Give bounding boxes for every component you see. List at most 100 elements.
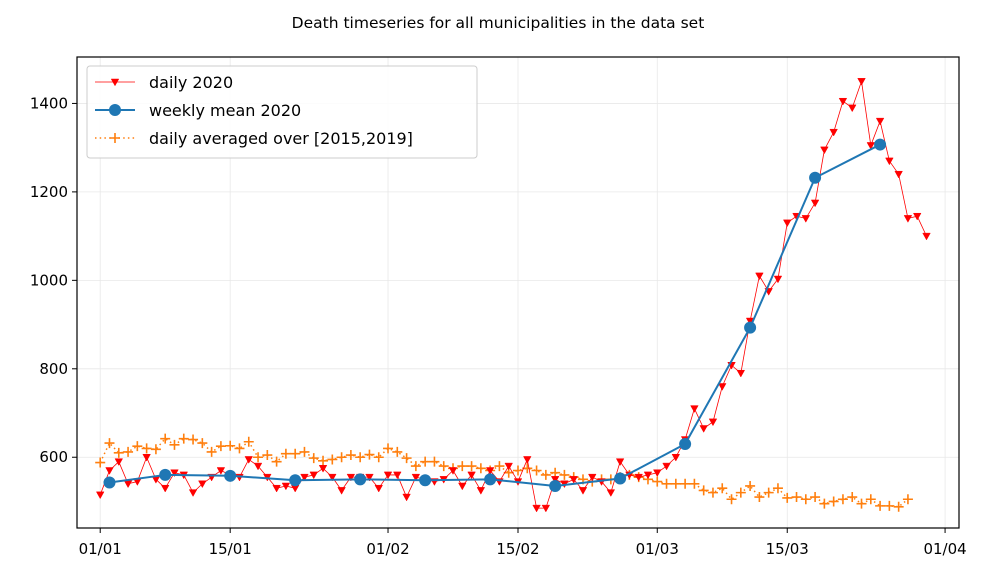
data-point bbox=[411, 473, 421, 482]
data-point bbox=[922, 232, 931, 241]
data-point bbox=[820, 146, 829, 155]
data-point bbox=[800, 494, 811, 505]
data-point bbox=[105, 467, 114, 475]
data-point bbox=[466, 461, 477, 472]
y-tick-label: 600 bbox=[39, 448, 68, 466]
data-point bbox=[494, 461, 505, 472]
data-point bbox=[549, 479, 562, 492]
data-point bbox=[318, 465, 328, 473]
data-point bbox=[271, 456, 282, 467]
data-point bbox=[652, 476, 663, 487]
data-point bbox=[169, 439, 180, 450]
data-point bbox=[606, 489, 616, 497]
data-point bbox=[885, 157, 894, 166]
data-point bbox=[281, 482, 291, 491]
data-point bbox=[504, 462, 513, 471]
data-point bbox=[902, 494, 913, 505]
data-point bbox=[828, 496, 839, 507]
y-tick-label: 1400 bbox=[30, 94, 68, 112]
data-point bbox=[614, 472, 627, 485]
data-point bbox=[736, 369, 746, 378]
data-point bbox=[224, 469, 237, 482]
data-point bbox=[132, 441, 143, 452]
data-point bbox=[110, 133, 120, 143]
data-point bbox=[670, 478, 681, 489]
data-point bbox=[178, 433, 189, 444]
data-point bbox=[438, 461, 449, 472]
data-point bbox=[838, 97, 848, 106]
data-point bbox=[253, 462, 263, 471]
series-weekly-mean-2020 bbox=[103, 138, 887, 492]
data-point bbox=[772, 483, 783, 494]
data-point bbox=[457, 461, 468, 472]
data-point bbox=[337, 487, 346, 495]
data-point bbox=[170, 469, 179, 478]
data-point bbox=[327, 454, 338, 465]
data-point bbox=[280, 448, 291, 459]
data-point bbox=[110, 78, 120, 87]
data-point bbox=[735, 487, 746, 498]
data-point bbox=[531, 465, 542, 476]
data-point bbox=[234, 443, 245, 454]
y-tick-label: 1000 bbox=[30, 271, 68, 289]
data-point bbox=[244, 456, 253, 464]
data-point bbox=[142, 453, 151, 462]
data-point bbox=[662, 462, 671, 471]
axes: 01/01 15/01 01/02 15/02 01/03 15/03 01/04 600 80… bbox=[30, 94, 967, 558]
x-tick-label: 01/03 bbox=[636, 540, 679, 558]
data-point bbox=[875, 117, 885, 126]
data-point bbox=[95, 491, 105, 500]
data-point bbox=[763, 487, 774, 498]
data-point bbox=[744, 321, 757, 334]
data-point bbox=[783, 219, 792, 228]
data-point bbox=[745, 480, 756, 491]
data-point bbox=[336, 452, 347, 463]
data-point bbox=[141, 443, 152, 454]
data-point bbox=[345, 450, 356, 461]
data-point bbox=[365, 473, 374, 482]
data-point bbox=[299, 446, 310, 457]
data-point bbox=[123, 446, 134, 457]
data-point bbox=[355, 452, 366, 463]
data-point bbox=[809, 171, 822, 184]
data-point bbox=[374, 484, 383, 493]
legend: daily 2020 weekly mean 2020 daily averaged… bbox=[86, 65, 478, 159]
x-tick-label: 01/01 bbox=[79, 540, 122, 558]
data-point bbox=[615, 458, 625, 466]
chart-title: Death timeseries for all municipalities … bbox=[292, 14, 705, 32]
data-point bbox=[290, 448, 301, 459]
legend-box bbox=[86, 65, 478, 159]
data-point bbox=[540, 469, 551, 480]
data-point bbox=[718, 383, 727, 391]
data-point bbox=[383, 443, 394, 454]
data-point bbox=[308, 453, 319, 464]
data-point bbox=[707, 487, 718, 498]
data-point bbox=[289, 474, 302, 487]
data-point bbox=[401, 453, 412, 464]
data-point bbox=[485, 467, 495, 475]
data-point bbox=[791, 492, 802, 503]
data-point bbox=[754, 492, 765, 503]
data-point bbox=[689, 478, 700, 489]
data-point bbox=[419, 474, 432, 487]
data-point bbox=[392, 446, 403, 457]
data-point bbox=[643, 471, 653, 480]
data-point bbox=[188, 489, 198, 497]
data-point bbox=[874, 138, 887, 151]
data-point bbox=[458, 482, 467, 491]
data-point bbox=[884, 500, 895, 511]
data-point bbox=[513, 465, 523, 476]
data-point bbox=[373, 452, 384, 463]
data-point bbox=[160, 484, 170, 493]
data-point bbox=[410, 461, 421, 472]
data-point bbox=[95, 457, 106, 468]
series-line bbox=[99, 437, 909, 508]
data-point bbox=[197, 438, 208, 449]
data-point bbox=[318, 455, 329, 466]
data-point bbox=[847, 492, 858, 503]
data-point bbox=[690, 405, 699, 413]
data-point bbox=[113, 447, 124, 458]
data-point bbox=[837, 494, 848, 505]
data-point bbox=[532, 504, 541, 513]
